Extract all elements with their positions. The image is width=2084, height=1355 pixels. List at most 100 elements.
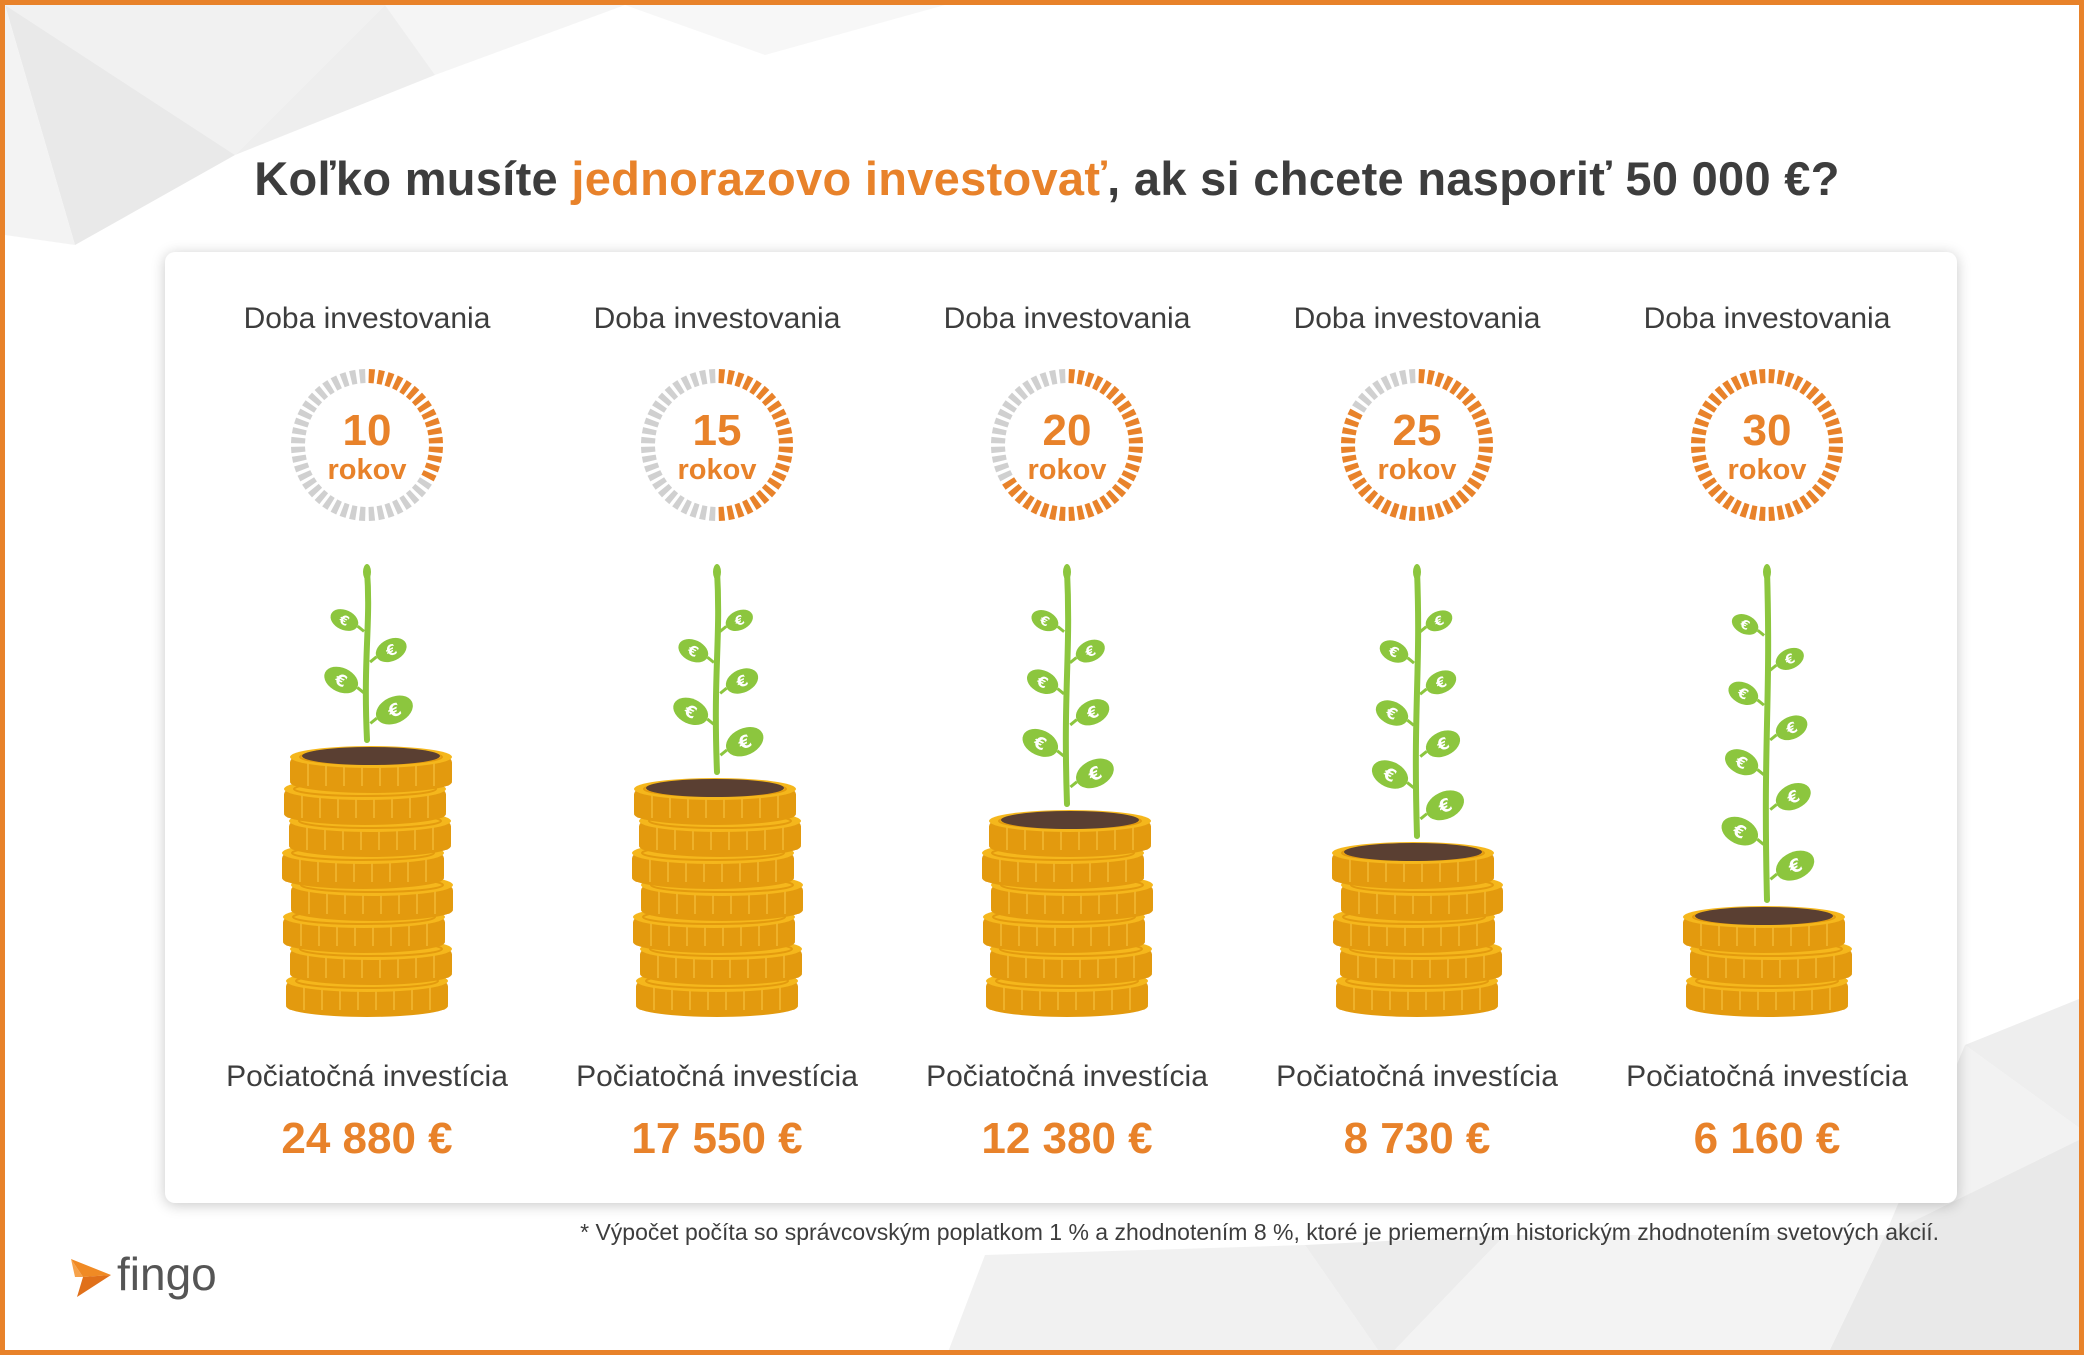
ring-segment-inactive: [1389, 372, 1400, 388]
ring-segment-inactive: [307, 483, 323, 498]
fingo-logo[interactable]: fingo: [71, 1248, 241, 1305]
plant-bud: [363, 564, 371, 580]
ring-segment-active: [392, 375, 404, 391]
ring-segment-inactive: [689, 502, 700, 518]
ring-segment-active: [1824, 417, 1840, 428]
ring-segment-inactive: [399, 495, 412, 510]
ring-segment-inactive: [392, 499, 404, 515]
ring-segment-inactive: [1014, 385, 1029, 401]
ring-segment-active: [1792, 499, 1804, 515]
ring-segment-active: [1768, 506, 1776, 521]
ring-segment-inactive: [417, 477, 432, 490]
duration-unit: rokov: [1727, 454, 1807, 486]
ring-segment-active: [1049, 505, 1058, 521]
euro-leaf-icon: €: [718, 609, 753, 633]
euro-leaf-icon: €: [369, 637, 407, 664]
coin: [640, 938, 802, 985]
plant-bud: [1763, 564, 1771, 580]
ring-segment-active: [1784, 372, 1795, 388]
ring-segment-active: [1691, 436, 1706, 444]
column-30-years: Doba investovania 30 rokov € € € € € € € € Poči…: [1592, 252, 1942, 1203]
ring-segment-inactive: [1364, 385, 1379, 401]
ring-segment-inactive: [376, 505, 385, 521]
ring-segment-active: [734, 502, 745, 518]
column-25-years: Doba investovania 25 rokov € € € € € € € Počia…: [1242, 252, 1592, 1203]
ring-segment-active: [1347, 470, 1363, 482]
ring-segment-inactive: [405, 489, 420, 505]
ring-segment-active: [1714, 385, 1729, 401]
ring-segment-active: [1341, 436, 1356, 444]
ring-segment-active: [1461, 392, 1477, 407]
plant-bud: [1413, 564, 1421, 580]
ring-segment-active: [1364, 489, 1379, 505]
ring-segment-active: [1007, 483, 1023, 498]
ring-segment-active: [1805, 385, 1820, 401]
ring-segment-inactive: [994, 462, 1010, 473]
ring-segment-active: [1821, 470, 1837, 482]
coin-stack-plant: €€€€€: [632, 564, 803, 1017]
ring-segment-active: [1824, 462, 1840, 473]
ring-segment-active: [1827, 454, 1843, 463]
ring-segment-active: [1776, 369, 1785, 385]
ring-segment-active: [1117, 400, 1132, 413]
ring-segment-inactive: [1058, 369, 1066, 384]
ring-segment-inactive: [1039, 372, 1050, 388]
ring-segment-active: [1449, 495, 1462, 510]
ring-segment-inactive: [1049, 369, 1058, 385]
ring-segment-active: [1707, 392, 1723, 407]
soil: [1695, 907, 1833, 925]
ring-segment-inactive: [672, 380, 685, 395]
ring-segment-active: [376, 369, 385, 385]
euro-leaf-icon: €: [1419, 790, 1465, 821]
euro-leaf-icon: €: [1769, 850, 1815, 881]
duration-label: Doba investovania: [1643, 302, 1891, 335]
ring-segment-active: [726, 505, 735, 521]
ring-segment-active: [1380, 499, 1392, 515]
ring-segment-inactive: [358, 506, 366, 521]
ring-segment-active: [1076, 369, 1085, 385]
ring-segment-inactive: [708, 369, 716, 384]
euro-leaf-icon: €: [1069, 758, 1114, 789]
ring-segment-active: [1039, 502, 1050, 518]
title-part2: , ak si chcete nasporiť 50 000 €?: [1107, 152, 1840, 205]
investment-label: Počiatočná investícia: [926, 1060, 1208, 1093]
ring-segment-inactive: [647, 470, 663, 482]
coin: [283, 906, 445, 953]
ring-segment-inactive: [1352, 400, 1367, 413]
coin-stack: [632, 778, 803, 1017]
ring-segment-active: [1828, 446, 1843, 454]
ring-segment-active: [1128, 436, 1143, 444]
duration-label: Doba investovania: [943, 302, 1191, 335]
ring-segment-active: [755, 489, 770, 505]
investment-label: Počiatočná investícia: [1626, 1060, 1908, 1093]
euro-leaf-icon: €: [1031, 610, 1066, 633]
euro-leaf-icon: €: [719, 668, 759, 695]
coin-stack: [1332, 842, 1503, 1017]
ring-segment-inactive: [680, 499, 692, 515]
euro-leaf-icon: €: [1026, 669, 1065, 696]
coin-stack: [282, 746, 453, 1017]
euro-leaf-icon: €: [678, 638, 715, 664]
ring-segment-inactive: [291, 436, 306, 444]
ring-segment-active: [1799, 380, 1812, 395]
duration-years: 30: [1742, 406, 1792, 455]
ring-segment-inactive: [652, 477, 667, 490]
euro-leaf-icon: €: [1069, 699, 1110, 727]
ring-segment-active: [1426, 505, 1435, 521]
ring-segment-active: [1702, 400, 1717, 413]
euro-leaf-icon: €: [1371, 760, 1415, 789]
ring-segment-active: [1805, 489, 1820, 505]
coin-stack-plant: €€€€€€€€: [1683, 564, 1852, 1017]
ring-segment-inactive: [291, 446, 306, 454]
ring-segment-active: [1389, 502, 1400, 518]
duration-ring: [1341, 369, 1493, 521]
ring-segment-active: [1691, 446, 1706, 454]
ring-segment-inactive: [322, 495, 335, 510]
ring-segment-inactive: [314, 489, 329, 505]
ring-segment-active: [1474, 417, 1490, 428]
ring-segment-active: [1739, 372, 1750, 388]
ring-segment-active: [777, 454, 793, 463]
page-title: Koľko musíte jednorazovo investovať, ak …: [5, 151, 2079, 206]
duration-label: Doba investovania: [593, 302, 841, 335]
plant-stem: [1062, 567, 1072, 807]
